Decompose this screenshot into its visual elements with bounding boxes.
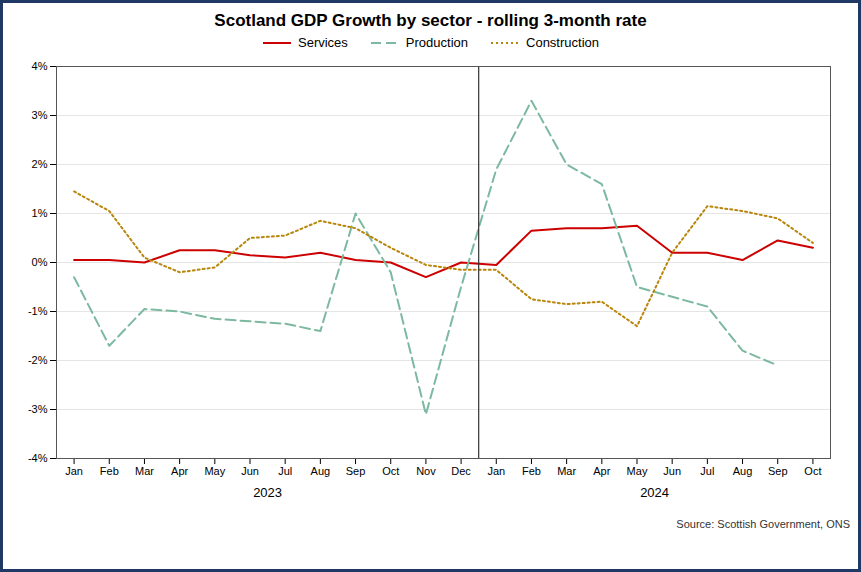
svg-text:Sep: Sep	[346, 465, 366, 477]
svg-text:May: May	[627, 465, 648, 477]
svg-text:-3%: -3%	[28, 403, 48, 415]
svg-text:3%: 3%	[32, 109, 48, 121]
svg-text:-2%: -2%	[28, 354, 48, 366]
svg-text:Jan: Jan	[65, 465, 83, 477]
svg-text:Dec: Dec	[451, 465, 471, 477]
svg-text:May: May	[204, 465, 225, 477]
svg-text:Aug: Aug	[733, 465, 753, 477]
svg-text:2%: 2%	[32, 158, 48, 170]
svg-text:4%: 4%	[32, 60, 48, 72]
svg-text:Mar: Mar	[135, 465, 154, 477]
svg-text:Jan: Jan	[487, 465, 505, 477]
html-text:Services: Services	[298, 35, 348, 50]
svg-text:Jun: Jun	[241, 465, 259, 477]
svg-text:Sep: Sep	[768, 465, 788, 477]
svg-text:Oct: Oct	[382, 465, 399, 477]
html-text:Source: Scottish Government, O: Source: Scottish Government, ONS	[676, 518, 850, 530]
svg-text:2023: 2023	[253, 485, 282, 500]
html-text:Construction: Construction	[526, 35, 599, 50]
svg-text:Mar: Mar	[557, 465, 576, 477]
svg-text:Aug: Aug	[311, 465, 331, 477]
svg-text:Feb: Feb	[522, 465, 541, 477]
svg-text:Feb: Feb	[100, 465, 119, 477]
svg-text:Apr: Apr	[593, 465, 610, 477]
svg-text:Jul: Jul	[278, 465, 292, 477]
svg-text:2024: 2024	[640, 485, 669, 500]
svg-text:Nov: Nov	[416, 465, 436, 477]
svg-text:-1%: -1%	[28, 305, 48, 317]
svg-text:Jul: Jul	[700, 465, 714, 477]
svg-text:Apr: Apr	[171, 465, 188, 477]
svg-text:Oct: Oct	[804, 465, 821, 477]
svg-text:0%: 0%	[32, 256, 48, 268]
svg-text:-4%: -4%	[28, 452, 48, 464]
html-text:Scotland GDP Growth by sector: Scotland GDP Growth by sector - rolling …	[214, 11, 647, 30]
svg-text:Jun: Jun	[663, 465, 681, 477]
html-text:Production: Production	[405, 35, 468, 50]
svg-text:1%: 1%	[32, 207, 48, 219]
